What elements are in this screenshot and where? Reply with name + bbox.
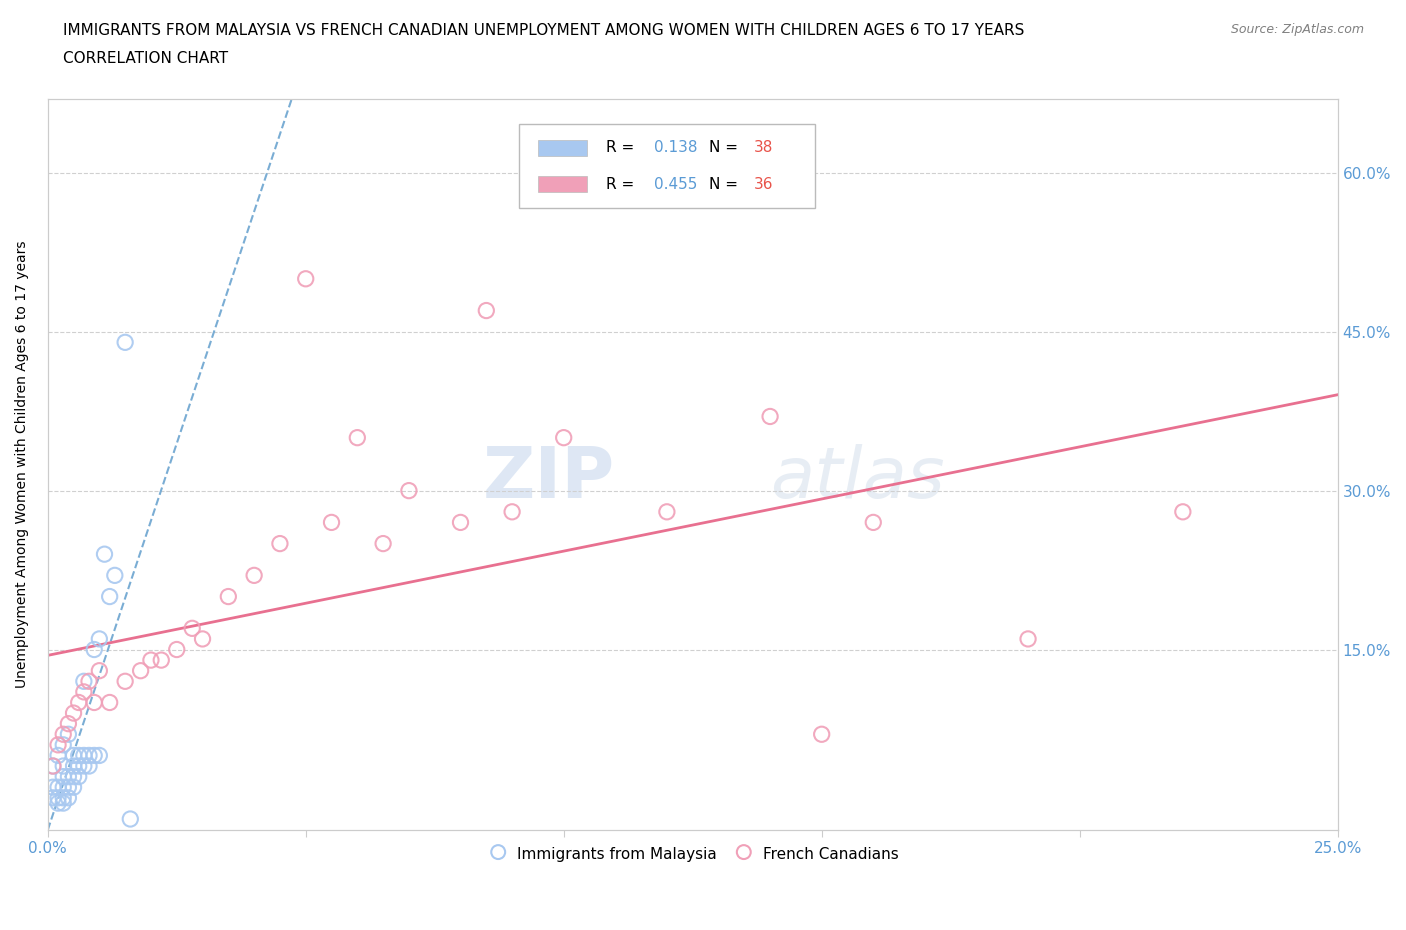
Point	[46, 779, 69, 794]
Point	[104, 568, 127, 583]
Text: R =: R =	[606, 140, 640, 155]
Point	[58, 727, 80, 742]
Point	[294, 272, 316, 286]
Point	[150, 653, 173, 668]
Point	[62, 779, 84, 794]
Text: N =: N =	[710, 177, 744, 192]
Point	[243, 568, 266, 583]
Point	[1171, 504, 1194, 519]
Point	[98, 695, 121, 710]
Point	[42, 779, 65, 794]
Point	[398, 484, 420, 498]
Point	[67, 695, 90, 710]
Point	[181, 621, 204, 636]
Point	[139, 653, 162, 668]
Point	[67, 748, 90, 763]
Point	[93, 547, 115, 562]
Point	[73, 674, 96, 689]
Point	[450, 515, 472, 530]
Point	[810, 727, 832, 742]
Point	[58, 779, 80, 794]
Text: Source: ZipAtlas.com: Source: ZipAtlas.com	[1230, 23, 1364, 36]
Text: N =: N =	[710, 140, 744, 155]
Point	[67, 759, 90, 774]
Legend: Immigrants from Malaysia, French Canadians: Immigrants from Malaysia, French Canadia…	[481, 839, 904, 870]
Point	[83, 748, 105, 763]
Point	[120, 812, 142, 827]
Point	[129, 663, 152, 678]
Text: CORRELATION CHART: CORRELATION CHART	[63, 51, 228, 66]
Point	[42, 759, 65, 774]
Point	[62, 748, 84, 763]
Text: 36: 36	[754, 177, 773, 192]
Point	[371, 537, 394, 551]
Point	[501, 504, 523, 519]
Point	[862, 515, 884, 530]
Point	[77, 674, 100, 689]
Text: R =: R =	[606, 177, 640, 192]
Point	[553, 431, 575, 445]
Point	[346, 431, 368, 445]
Point	[73, 759, 96, 774]
Point	[73, 684, 96, 699]
FancyBboxPatch shape	[519, 125, 815, 208]
Point	[46, 796, 69, 811]
Point	[42, 759, 65, 774]
Text: 0.138: 0.138	[654, 140, 697, 155]
Point	[217, 589, 239, 604]
Point	[759, 409, 782, 424]
Point	[46, 748, 69, 763]
Point	[83, 695, 105, 710]
Point	[58, 769, 80, 784]
Text: ZIP: ZIP	[484, 445, 616, 513]
Point	[67, 769, 90, 784]
Y-axis label: Unemployment Among Women with Children Ages 6 to 17 years: Unemployment Among Women with Children A…	[15, 240, 30, 688]
Point	[52, 727, 75, 742]
Point	[89, 631, 111, 646]
Point	[62, 706, 84, 721]
Point	[58, 790, 80, 805]
Point	[166, 642, 188, 657]
Point	[89, 748, 111, 763]
Point	[77, 759, 100, 774]
Point	[73, 748, 96, 763]
Point	[83, 642, 105, 657]
Point	[46, 737, 69, 752]
Text: IMMIGRANTS FROM MALAYSIA VS FRENCH CANADIAN UNEMPLOYMENT AMONG WOMEN WITH CHILDR: IMMIGRANTS FROM MALAYSIA VS FRENCH CANAD…	[63, 23, 1025, 38]
FancyBboxPatch shape	[538, 140, 586, 155]
Point	[62, 769, 84, 784]
Point	[77, 748, 100, 763]
Point	[52, 779, 75, 794]
Point	[114, 335, 136, 350]
Point	[89, 663, 111, 678]
FancyBboxPatch shape	[538, 176, 586, 193]
Point	[475, 303, 498, 318]
Point	[52, 759, 75, 774]
Point	[191, 631, 214, 646]
Point	[52, 796, 75, 811]
Point	[58, 716, 80, 731]
Point	[62, 759, 84, 774]
Point	[1017, 631, 1039, 646]
Text: 38: 38	[754, 140, 773, 155]
Point	[52, 737, 75, 752]
Point	[52, 769, 75, 784]
Text: atlas: atlas	[770, 445, 945, 513]
Point	[42, 790, 65, 805]
Point	[655, 504, 678, 519]
Point	[46, 790, 69, 805]
Point	[98, 589, 121, 604]
Text: 0.455: 0.455	[654, 177, 697, 192]
Point	[321, 515, 343, 530]
Point	[52, 790, 75, 805]
Point	[114, 674, 136, 689]
Point	[269, 537, 291, 551]
